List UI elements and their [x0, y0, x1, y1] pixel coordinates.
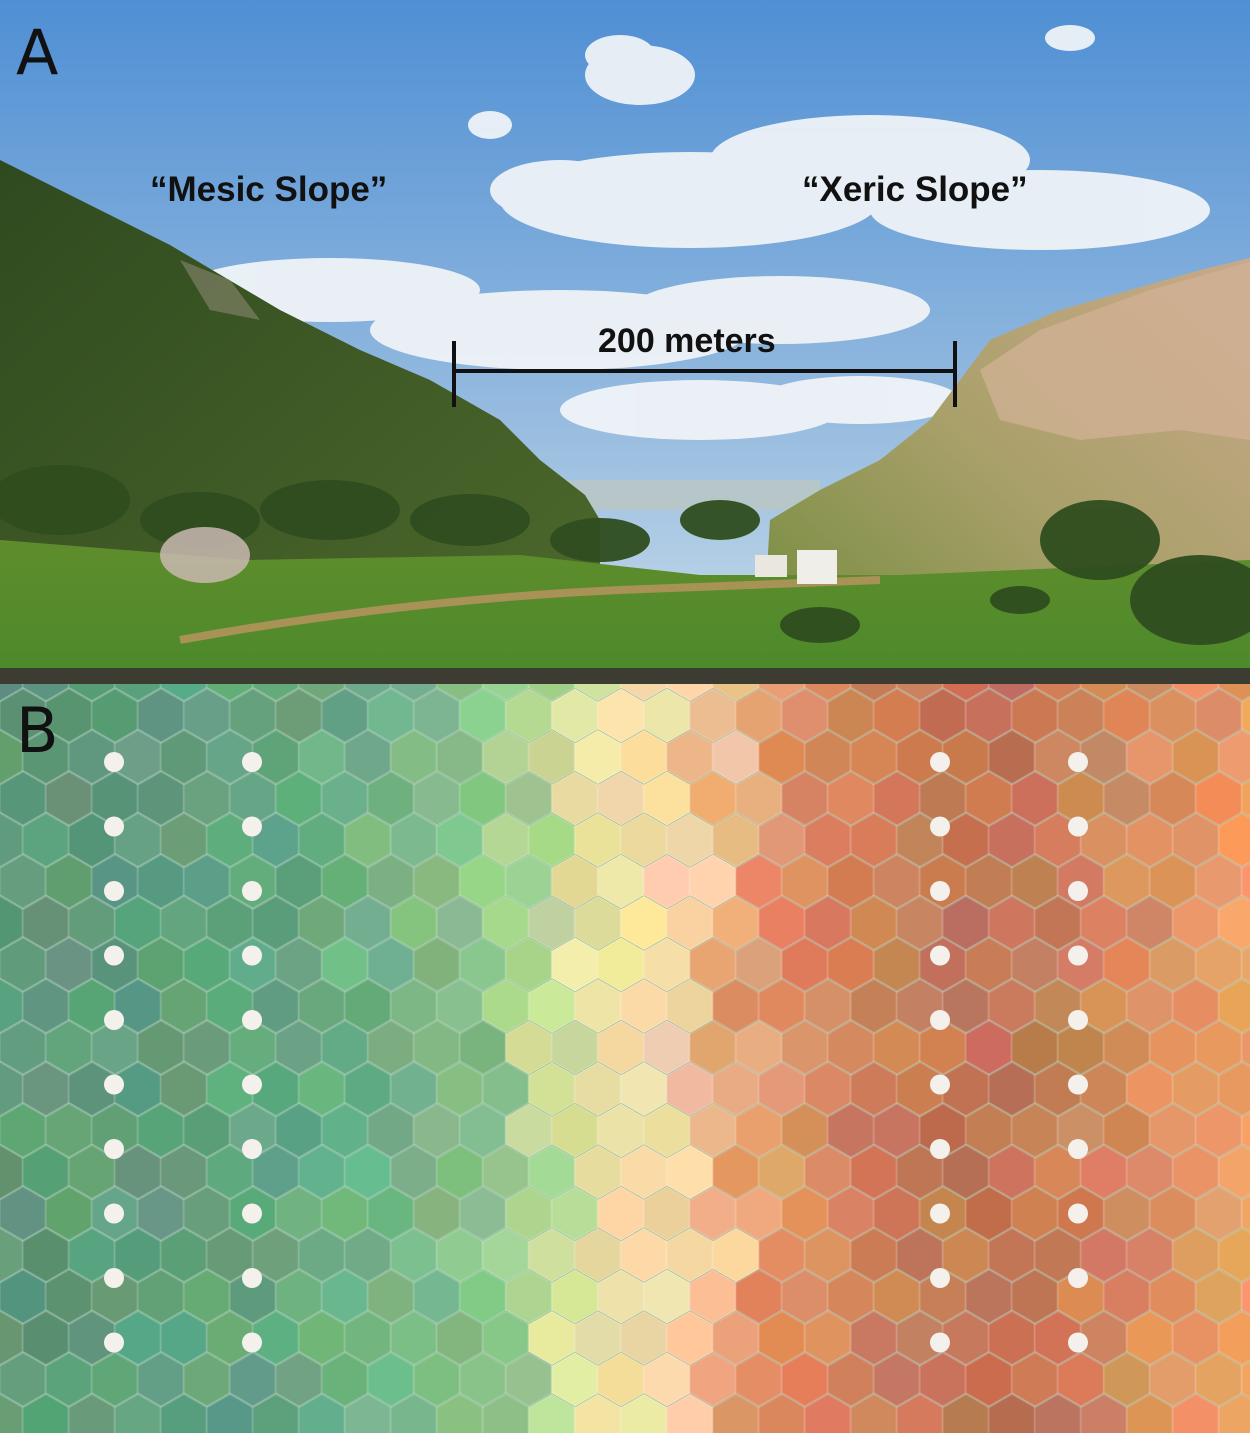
- xeric-slope-label: “Xeric Slope”: [802, 170, 1028, 209]
- hex-cell: [711, 684, 761, 703]
- hex-cell: [849, 684, 899, 703]
- hex-cell: [1240, 778, 1250, 819]
- sampling-point: [1068, 1074, 1088, 1095]
- sampling-point: [1068, 816, 1088, 837]
- sampling-point: [242, 1074, 262, 1095]
- hex-cell: [757, 684, 807, 703]
- hex-cell: [251, 684, 301, 703]
- hex-cell: [619, 684, 669, 703]
- sampling-point: [930, 1010, 950, 1030]
- sampling-point: [930, 816, 950, 837]
- hex-cell: [1240, 1193, 1250, 1234]
- hex-cell: [297, 684, 347, 703]
- sampling-point: [1068, 1139, 1088, 1159]
- sampling-point: [930, 1332, 950, 1353]
- sampling-point: [104, 1074, 124, 1095]
- hex-cell: [1240, 861, 1250, 902]
- sampling-point: [930, 945, 950, 966]
- scale-bar-left-tick: [452, 341, 456, 407]
- sampling-point: [930, 752, 950, 772]
- valley-scene: [0, 0, 1250, 684]
- landscape-photo: [0, 0, 1250, 684]
- mesic-slope-label: “Mesic Slope”: [150, 170, 388, 209]
- hex-cell: [435, 684, 485, 703]
- scale-bar-label: 200 meters: [598, 322, 776, 360]
- hex-cell: [1217, 894, 1250, 952]
- scale-bar-right-tick: [953, 341, 957, 407]
- hex-cell: [1217, 1143, 1250, 1201]
- hex-cell: [389, 684, 439, 703]
- scale-bar: [453, 369, 956, 373]
- sampling-point: [930, 881, 950, 901]
- sampling-point: [1068, 752, 1088, 772]
- hex-cell: [343, 684, 393, 703]
- hex-cell: [803, 684, 853, 703]
- sampling-point: [104, 752, 124, 772]
- hex-cell: [67, 684, 117, 703]
- hex-grid-canvas: [0, 684, 1250, 1433]
- hex-cell: [573, 684, 623, 703]
- sampling-point: [1068, 945, 1088, 966]
- hex-cell: [1240, 944, 1250, 985]
- hex-cell: [895, 684, 945, 703]
- hex-cell: [1217, 1392, 1250, 1433]
- sampling-point: [104, 1010, 124, 1030]
- hex-cell: [1240, 1359, 1250, 1400]
- sampling-point: [104, 881, 124, 901]
- sampling-point: [104, 816, 124, 837]
- sampling-point: [104, 1332, 124, 1353]
- sampling-point: [242, 945, 262, 966]
- hex-cell: [481, 684, 531, 703]
- hex-cell: [113, 684, 163, 703]
- hex-cell: [1171, 684, 1221, 703]
- hex-cell: [1240, 695, 1250, 736]
- sampling-point: [104, 1268, 124, 1288]
- sampling-point: [1068, 1332, 1088, 1353]
- hex-cell: [1217, 977, 1250, 1035]
- sampling-point: [1068, 881, 1088, 901]
- sampling-point: [930, 1203, 950, 1224]
- sampling-point: [104, 945, 124, 966]
- hex-cell: [941, 684, 991, 703]
- sampling-point: [930, 1074, 950, 1095]
- hex-cell: [1240, 1027, 1250, 1068]
- sampling-point: [242, 752, 262, 772]
- hex-cell: [1217, 811, 1250, 869]
- hex-cell: [987, 684, 1037, 703]
- sampling-point: [242, 1268, 262, 1288]
- hex-cell: [665, 684, 715, 703]
- panel-label-b: B: [16, 694, 59, 767]
- hex-cell: [1240, 1276, 1250, 1317]
- sampling-point: [1068, 1268, 1088, 1288]
- sampling-point: [104, 1139, 124, 1159]
- sampling-point: [104, 1203, 124, 1224]
- sampling-point: [242, 1203, 262, 1224]
- sampling-point: [1068, 1203, 1088, 1224]
- hex-cell: [527, 684, 577, 703]
- hex-cell: [205, 684, 255, 703]
- hex-cell: [159, 684, 209, 703]
- hex-cell: [1217, 728, 1250, 786]
- hex-cell: [1240, 1110, 1250, 1151]
- sampling-point: [242, 1139, 262, 1159]
- sampling-point: [930, 1268, 950, 1288]
- sampling-point: [242, 1332, 262, 1353]
- sampling-point: [242, 816, 262, 837]
- hex-cell: [21, 684, 71, 703]
- hex-cell: [0, 684, 25, 703]
- hexagonal-sampling-grid: [0, 684, 1250, 1433]
- panel-label-a: A: [16, 16, 59, 89]
- sampling-point: [930, 1139, 950, 1159]
- hex-cell: [1033, 684, 1083, 703]
- hex-cell: [1217, 1226, 1250, 1284]
- hex-cell: [1125, 684, 1175, 703]
- hex-cell: [1217, 1060, 1250, 1118]
- hex-cell: [1079, 684, 1129, 703]
- sampling-point: [242, 881, 262, 901]
- hex-cell: [1217, 1309, 1250, 1367]
- hex-cell: [1217, 684, 1250, 703]
- sampling-point: [242, 1010, 262, 1030]
- sampling-point: [1068, 1010, 1088, 1030]
